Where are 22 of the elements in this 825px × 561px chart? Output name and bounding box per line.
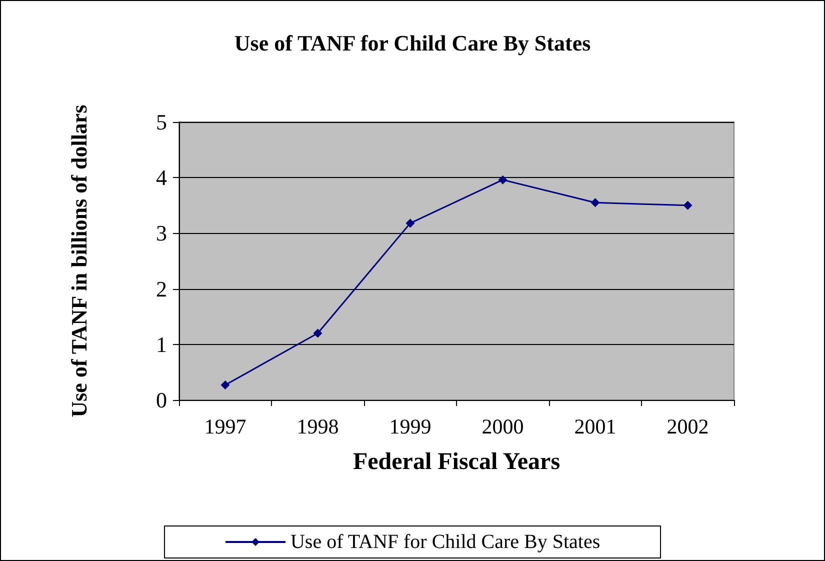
- y-tick-label: 0: [156, 388, 167, 412]
- point: [590, 198, 600, 208]
- point: [313, 328, 322, 338]
- y-tick-label: 1: [156, 332, 167, 357]
- x-axis-title: Federal Fiscal Years: [352, 449, 560, 475]
- x-tick-label: 2001: [574, 414, 616, 438]
- x-tick-label: 2000: [482, 414, 524, 438]
- y-axis-title: Use of TANF in billions of dollars: [66, 104, 92, 418]
- point: [406, 218, 415, 228]
- y-tick-label: 2: [156, 276, 167, 302]
- x-tick-label: 2002: [666, 414, 709, 438]
- y-tick-label: 3: [156, 220, 167, 246]
- x-tick-label: 1998: [296, 414, 339, 438]
- chart-title: Use of TANF for Child Care By States: [234, 30, 592, 56]
- x-tick-label: 1999: [389, 414, 432, 438]
- point: [498, 175, 508, 184]
- legend-label: Use of TANF for Child Care By States: [290, 531, 600, 553]
- point: [220, 380, 230, 390]
- y-tick-label: 5: [156, 110, 167, 134]
- point: [683, 200, 692, 210]
- x-tick-label: 1997: [204, 414, 246, 438]
- y-tick-label: 4: [156, 165, 167, 190]
